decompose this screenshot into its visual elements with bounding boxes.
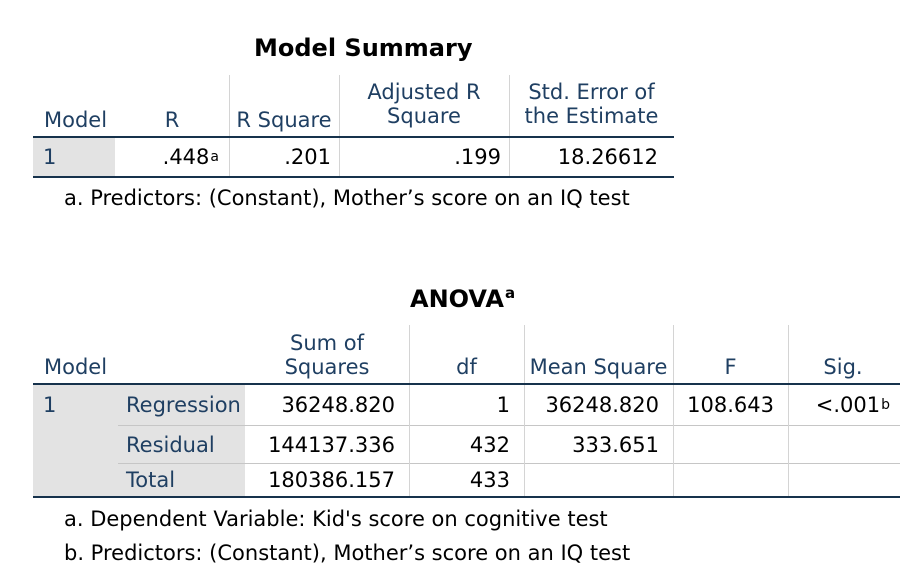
header-model: Model [44,355,108,379]
r-square-value: .201 [284,145,331,169]
footnote-marker: b [881,397,890,413]
header-f: F [724,355,737,379]
divider [524,385,525,496]
header-adjusted-r-square: Adjusted R Square [367,80,481,128]
divider [229,75,230,137]
header-mean-square: Mean Square [529,355,668,379]
header-r: R [164,108,180,132]
row-divider [118,463,900,464]
sig-value: <.001 b [815,393,890,417]
sum-of-squares-value: 144137.336 [268,432,395,457]
model-number-cell: 1 [33,138,115,176]
anova-footnote-b: b. Predictors: (Constant), Mother’s scor… [64,541,631,565]
divider [409,385,410,496]
header-sum-of-squares: Sum of Squares [284,331,370,379]
row-label-residual: Residual [118,426,245,463]
divider [229,138,230,176]
divider [524,325,525,383]
model-number-cell: 1 [33,385,118,496]
divider [509,138,510,176]
r-value: .448 a [162,145,219,169]
divider [788,385,789,496]
divider [788,325,789,383]
header-border [33,136,674,138]
f-value: 108.643 [687,393,774,417]
anova-footnote-a: a. Dependent Variable: Kid's score on co… [64,507,608,531]
divider [339,75,340,137]
header-sig: Sig. [823,355,863,379]
row-label-total: Total [118,464,245,496]
divider [673,385,674,496]
mean-square-value: 333.651 [572,432,659,457]
divider [339,138,340,176]
table-bottom-border [33,176,674,178]
header-std-error: Std. Error of the Estimate [524,80,659,128]
sum-of-squares-value: 180386.157 [268,468,395,492]
row-label-regression: Regression [118,385,245,425]
header-border [33,383,900,385]
footnote-marker: a [504,284,516,302]
model-summary-footnote-a: a. Predictors: (Constant), Mother’s scor… [64,186,630,210]
df-value: 1 [496,393,510,417]
header-model: Model [44,108,108,132]
df-value: 432 [469,432,510,457]
header-df: df [456,355,477,379]
std-error-value: 18.26612 [557,145,658,169]
sum-of-squares-value: 36248.820 [281,393,395,417]
divider [509,75,510,137]
row-divider [118,425,900,426]
header-r-square: R Square [236,108,332,132]
anova-title: ANOVAa [410,284,516,313]
divider [409,325,410,383]
table-bottom-border [33,496,900,498]
footnote-marker: a [210,149,219,165]
adjusted-r-square-value: .199 [454,145,501,169]
df-value: 433 [469,468,510,492]
model-summary-title: Model Summary [254,34,473,62]
divider [673,325,674,383]
mean-square-value: 36248.820 [545,393,659,417]
